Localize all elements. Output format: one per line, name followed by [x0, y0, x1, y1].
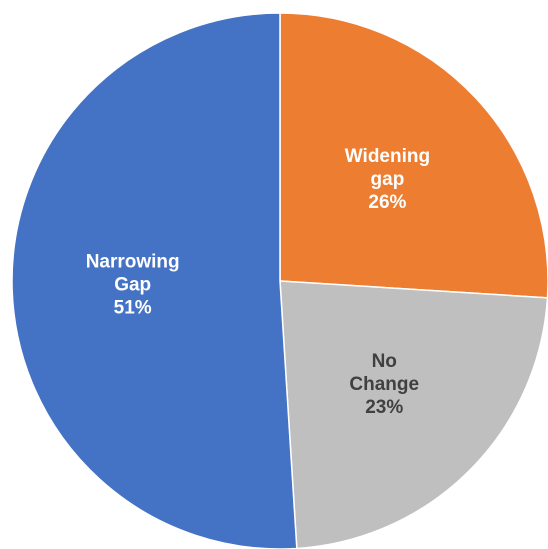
pie-slice: [11, 12, 298, 549]
slice-label: No Change: [349, 351, 419, 395]
slice-value-label: 26%: [368, 192, 406, 213]
slice-value-label: 51%: [114, 298, 152, 319]
slice-label: Widening gap: [345, 146, 430, 190]
pie-slice: [279, 280, 548, 549]
slice-value-label: 23%: [365, 397, 403, 418]
slice-label-line: Change: [349, 374, 419, 395]
slice-label-line: gap: [371, 169, 405, 190]
slice-label-line: Widening: [345, 146, 430, 167]
pie-slice: [279, 12, 548, 299]
slice-label: Narrowing Gap: [86, 252, 180, 296]
slice-label-line: No: [372, 351, 397, 372]
slice-label-line: Narrowing: [86, 252, 180, 273]
slice-label-line: Gap: [114, 275, 151, 296]
